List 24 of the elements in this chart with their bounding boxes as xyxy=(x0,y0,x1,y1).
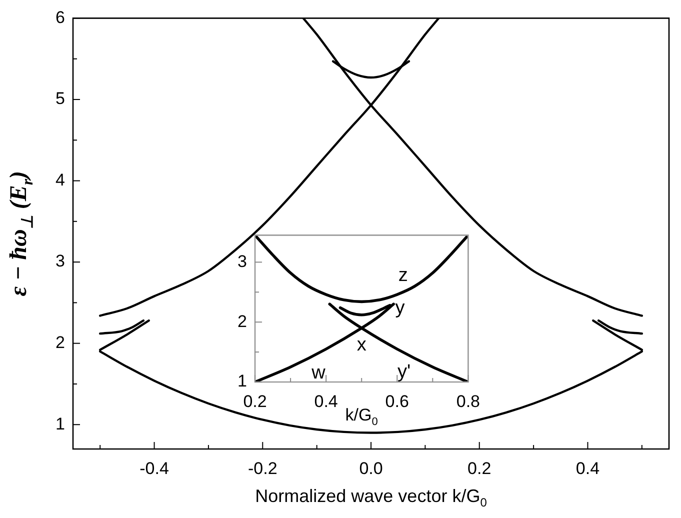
series-label: y xyxy=(395,298,406,319)
x-tick-label: 0.4 xyxy=(314,392,338,411)
y-tick-label: 1 xyxy=(238,372,247,391)
x-tick-label: -0.2 xyxy=(248,458,278,478)
x-tick-label: 0.0 xyxy=(359,458,383,478)
series-label: z xyxy=(398,264,408,286)
x-tick-label: 0.2 xyxy=(468,458,492,478)
x-tick-label: -0.4 xyxy=(140,458,169,478)
y-tick-label: 2 xyxy=(238,312,247,331)
x-tick-label: 0.8 xyxy=(456,392,480,411)
y-tick-label: 4 xyxy=(56,170,65,190)
y-tick-label: 6 xyxy=(56,8,65,27)
x-tick-label: 0.4 xyxy=(576,458,600,478)
x-tick-label: 0.6 xyxy=(385,392,409,411)
y-tick-label: 5 xyxy=(56,89,65,108)
series-label: w xyxy=(310,362,326,384)
annotation: x xyxy=(356,334,367,356)
y-axis-title: ε − ħω⊥ (Er) xyxy=(6,170,37,296)
y-tick-label: 1 xyxy=(56,414,65,434)
y-tick-label: 3 xyxy=(56,252,65,271)
x-tick-label: 0.2 xyxy=(243,392,267,411)
y-tick-label: 2 xyxy=(56,333,65,352)
series-label: y' xyxy=(398,361,411,382)
y-tick-label: 3 xyxy=(238,252,247,271)
